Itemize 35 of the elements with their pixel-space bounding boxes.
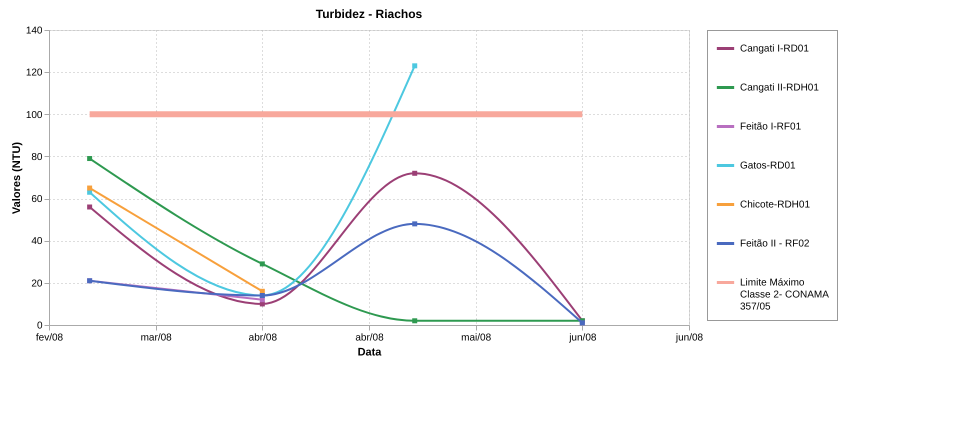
x-tick-label: jun/08	[674, 332, 704, 344]
legend-label: Gatos-RD01	[740, 160, 796, 172]
y-tick-label: 40	[31, 236, 43, 248]
chart-title: Turbidez - Riachos	[316, 7, 423, 21]
legend-label: Limite Máximo Classe 2- CONAMA 357/05	[740, 278, 830, 312]
point	[87, 190, 92, 195]
y-axis-title: Valores (NTU)	[10, 142, 23, 214]
point	[87, 204, 92, 210]
legend-label: Cangati II-RDH01	[740, 82, 820, 94]
y-tick-label: 0	[36, 320, 43, 332]
x-tick-label: mar/08	[140, 332, 172, 344]
point	[87, 156, 92, 162]
point	[412, 170, 418, 176]
y-tick-label: 60	[31, 194, 43, 206]
x-tick-label: abr/08	[355, 332, 384, 344]
y-tick-label: 140	[26, 26, 43, 36]
y-tick-label: 100	[26, 110, 43, 121]
point	[412, 318, 418, 324]
point	[87, 186, 92, 191]
y-tick-label: 20	[31, 278, 43, 290]
legend-label: Feitão I-RF01	[740, 122, 802, 132]
x-tick-label: mai/08	[461, 332, 492, 344]
x-tick-label: jun/08	[568, 332, 597, 344]
y-tick-label: 80	[31, 152, 43, 163]
point	[260, 301, 265, 306]
x-tick-label: fev/08	[36, 332, 64, 344]
x-tick-label: abr/08	[248, 332, 278, 344]
point	[412, 221, 418, 226]
y-tick-label: 120	[26, 68, 43, 79]
legend-label: Feitão II - RF02	[740, 238, 810, 250]
point	[412, 63, 418, 68]
x-axis-title: Data	[358, 346, 382, 358]
legend-label: Cangati I-RD01	[740, 44, 810, 54]
legend-label: Chicote-RDH01	[740, 200, 810, 210]
point	[260, 261, 265, 266]
